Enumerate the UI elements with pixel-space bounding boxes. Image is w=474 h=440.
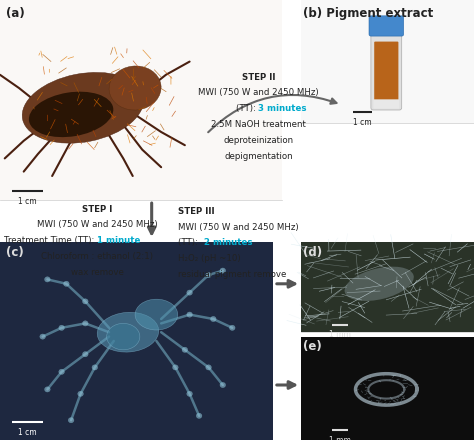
Circle shape — [182, 347, 188, 352]
Text: STEP II: STEP II — [242, 73, 275, 81]
Bar — [0, 0, 282, 200]
Circle shape — [173, 365, 178, 370]
Circle shape — [82, 352, 88, 357]
Circle shape — [187, 290, 192, 295]
Circle shape — [220, 268, 226, 273]
Text: (b) Pigment extract: (b) Pigment extract — [303, 7, 434, 20]
Text: MWI (750 W and 2450 MHz): MWI (750 W and 2450 MHz) — [178, 223, 298, 231]
Circle shape — [64, 281, 69, 286]
Circle shape — [220, 382, 226, 388]
Circle shape — [206, 272, 211, 278]
Bar — [0, 242, 273, 440]
Text: MWI (750 W and 2450 MHz): MWI (750 W and 2450 MHz) — [198, 88, 319, 97]
Ellipse shape — [29, 92, 113, 137]
Text: 2.5M NaOH treatment: 2.5M NaOH treatment — [211, 120, 306, 129]
Bar — [0, 200, 474, 242]
Text: 3 minutes: 3 minutes — [258, 104, 307, 113]
Text: residual pigment remove: residual pigment remove — [178, 270, 286, 279]
Circle shape — [82, 321, 88, 326]
Circle shape — [45, 277, 50, 282]
Circle shape — [59, 325, 64, 330]
Text: MWI (750 W and 2450 MHz): MWI (750 W and 2450 MHz) — [37, 220, 157, 229]
Circle shape — [45, 387, 50, 392]
Text: STEP I: STEP I — [82, 205, 112, 213]
Text: 1 cm: 1 cm — [353, 118, 372, 127]
Circle shape — [196, 413, 202, 418]
Circle shape — [68, 418, 74, 423]
Text: wax remove: wax remove — [71, 268, 124, 277]
Text: (e): (e) — [303, 340, 322, 353]
Circle shape — [206, 365, 211, 370]
FancyBboxPatch shape — [369, 16, 403, 36]
Circle shape — [229, 325, 235, 330]
Text: deproteinization: deproteinization — [223, 136, 293, 145]
Text: 1 mm: 1 mm — [329, 330, 351, 339]
Text: STEP III: STEP III — [178, 207, 214, 216]
Text: (TT):: (TT): — [178, 238, 201, 247]
Bar — [0, 0, 282, 200]
Ellipse shape — [345, 267, 414, 301]
FancyBboxPatch shape — [371, 29, 401, 110]
Circle shape — [78, 391, 83, 396]
Text: depigmentation: depigmentation — [224, 152, 292, 161]
FancyBboxPatch shape — [373, 99, 399, 109]
Text: 2 minutes: 2 minutes — [204, 238, 252, 247]
Ellipse shape — [109, 66, 161, 110]
Circle shape — [210, 316, 216, 322]
Ellipse shape — [97, 312, 159, 352]
Text: (a): (a) — [6, 7, 25, 20]
Circle shape — [187, 312, 192, 317]
Text: 1 minute: 1 minute — [97, 236, 141, 245]
Text: 1 cm: 1 cm — [18, 428, 36, 437]
Text: (TT):: (TT): — [236, 104, 258, 113]
Ellipse shape — [107, 323, 140, 350]
Text: Treatment Time (TT):: Treatment Time (TT): — [4, 236, 97, 245]
Ellipse shape — [135, 299, 178, 330]
Circle shape — [187, 391, 192, 396]
Bar — [301, 0, 474, 123]
Ellipse shape — [22, 73, 144, 143]
FancyBboxPatch shape — [374, 42, 398, 106]
Text: H₂O₂ (pH ~10): H₂O₂ (pH ~10) — [178, 254, 240, 263]
Circle shape — [59, 369, 64, 374]
Text: Chloroform : ethanol (2:1): Chloroform : ethanol (2:1) — [41, 252, 153, 261]
Text: (c): (c) — [6, 246, 23, 260]
Circle shape — [92, 365, 98, 370]
Circle shape — [82, 299, 88, 304]
Bar — [301, 337, 474, 440]
Text: 1 mm: 1 mm — [329, 436, 351, 440]
Circle shape — [40, 334, 46, 339]
Bar — [301, 242, 474, 332]
Text: (d): (d) — [303, 246, 322, 260]
Text: 1 cm: 1 cm — [18, 197, 36, 206]
